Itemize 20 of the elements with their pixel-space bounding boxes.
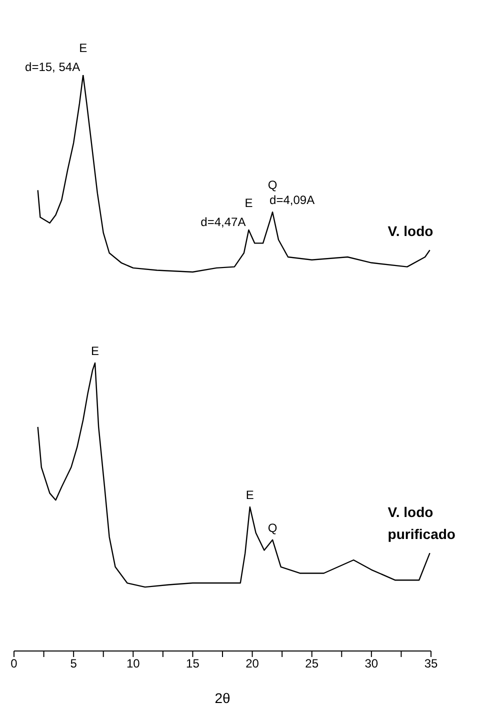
- series-label: V. lodo purificado: [388, 504, 456, 542]
- x-tick-label: 15: [186, 656, 200, 671]
- annotation: d=4,09A: [270, 193, 315, 208]
- annotation: Q: [268, 178, 278, 192]
- annotation: E: [246, 488, 254, 502]
- x-axis-title: 2θ: [214, 690, 230, 706]
- annotation: E: [79, 41, 88, 55]
- x-tick-label: 20: [246, 656, 260, 671]
- x-tick-label: 0: [10, 656, 18, 671]
- annotation: Q: [268, 520, 278, 535]
- annotation: E: [244, 196, 253, 210]
- series-label: V. lodo: [388, 223, 434, 240]
- x-tick-label: 35: [424, 656, 438, 671]
- x-tick-label: 30: [364, 656, 378, 671]
- x-tick-label: 5: [70, 656, 78, 671]
- annotation: d=4,47A: [200, 214, 246, 229]
- x-tick-label: 25: [305, 656, 319, 671]
- annotation: d=15, 54A: [25, 60, 80, 74]
- annotation: E: [91, 344, 100, 358]
- x-tick-label: 10: [126, 656, 140, 671]
